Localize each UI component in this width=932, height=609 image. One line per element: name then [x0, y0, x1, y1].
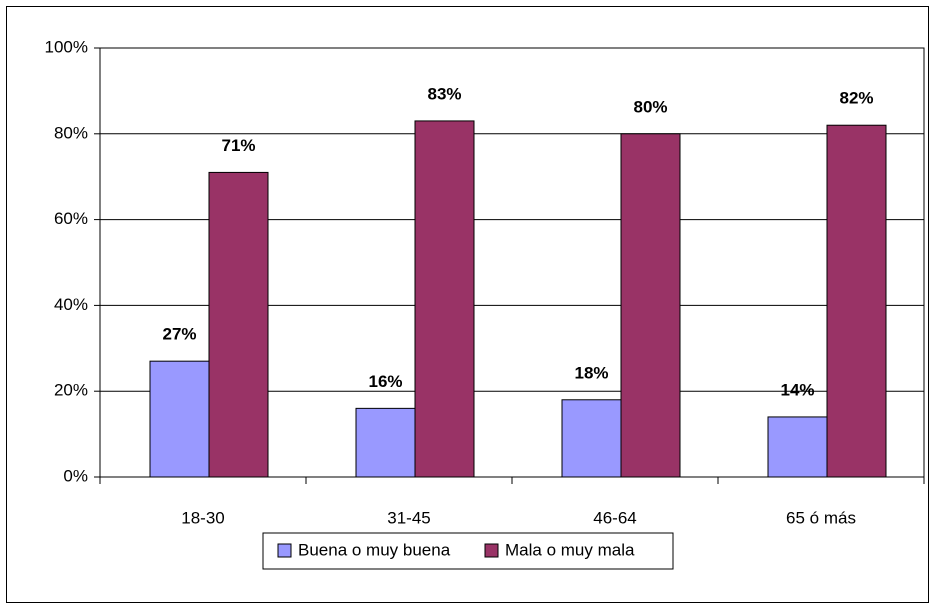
- y-tick-label: 80%: [54, 123, 88, 142]
- data-label: 18%: [574, 363, 608, 382]
- bar: [208, 171, 269, 478]
- bar: [355, 407, 416, 478]
- legend-label: Mala o muy mala: [505, 540, 635, 559]
- y-tick-label: 20%: [54, 381, 88, 400]
- bar: [620, 133, 681, 478]
- data-label: 16%: [368, 372, 402, 391]
- data-label: 80%: [633, 97, 667, 116]
- bar: [767, 416, 828, 478]
- x-tick-label: 46-64: [593, 508, 636, 527]
- x-tick-label: 31-45: [387, 508, 430, 527]
- bar: [149, 360, 210, 478]
- bar: [561, 399, 622, 478]
- data-label: 71%: [221, 136, 255, 155]
- data-label: 14%: [780, 380, 814, 399]
- legend-box: [262, 532, 674, 570]
- bar: [826, 124, 887, 478]
- x-tick-label: 65 ó más: [786, 508, 856, 527]
- y-tick-label: 60%: [54, 209, 88, 228]
- x-tick-label: 18-30: [181, 508, 224, 527]
- y-tick-label: 0%: [63, 466, 88, 485]
- y-tick-label: 100%: [45, 37, 88, 56]
- y-tick-label: 40%: [54, 295, 88, 314]
- legend-swatch: [277, 543, 292, 558]
- data-label: 83%: [427, 84, 461, 103]
- bar: [414, 120, 475, 478]
- data-label: 82%: [839, 89, 873, 108]
- data-label: 27%: [162, 325, 196, 344]
- legend-label: Buena o muy buena: [298, 540, 451, 559]
- legend-swatch: [484, 543, 499, 558]
